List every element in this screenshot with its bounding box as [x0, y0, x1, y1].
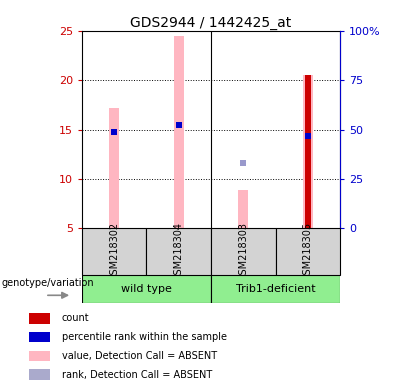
Bar — [109, 108, 119, 228]
Point — [176, 122, 182, 128]
Point — [304, 132, 311, 139]
Bar — [239, 190, 248, 228]
Text: wild type: wild type — [121, 284, 172, 294]
Point — [240, 160, 247, 166]
Text: GSM218305: GSM218305 — [303, 222, 313, 281]
Text: count: count — [62, 313, 89, 323]
Text: GSM218302: GSM218302 — [109, 222, 119, 281]
Bar — [82, 228, 147, 275]
Bar — [303, 75, 313, 228]
Text: Trib1-deficient: Trib1-deficient — [236, 284, 315, 294]
Bar — [82, 275, 211, 303]
Title: GDS2944 / 1442425_at: GDS2944 / 1442425_at — [131, 16, 291, 30]
Bar — [29, 313, 50, 324]
Bar — [147, 228, 211, 275]
Text: value, Detection Call = ABSENT: value, Detection Call = ABSENT — [62, 351, 217, 361]
Bar — [276, 228, 340, 275]
Bar — [29, 332, 50, 343]
Text: rank, Detection Call = ABSENT: rank, Detection Call = ABSENT — [62, 370, 212, 380]
Text: GSM218304: GSM218304 — [174, 222, 184, 281]
Text: GSM218303: GSM218303 — [238, 222, 248, 281]
Bar — [29, 369, 50, 380]
Text: percentile rank within the sample: percentile rank within the sample — [62, 332, 226, 342]
Bar — [211, 228, 276, 275]
Bar — [211, 275, 340, 303]
Point — [111, 129, 118, 135]
Bar — [29, 351, 50, 361]
Bar — [174, 36, 184, 228]
Bar — [304, 75, 311, 228]
Text: genotype/variation: genotype/variation — [2, 278, 94, 288]
